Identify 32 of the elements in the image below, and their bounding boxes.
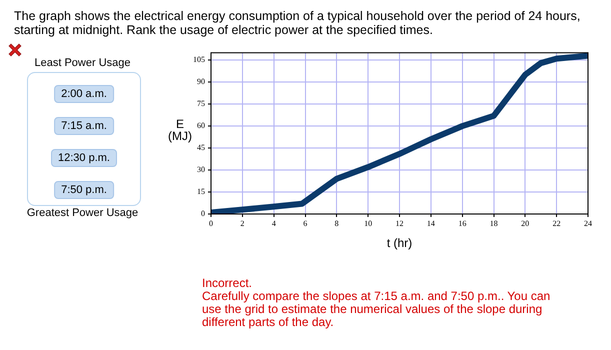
- y-tick-label: 15: [197, 187, 205, 196]
- y-tick-label: 30: [197, 165, 205, 174]
- y-tick-label: 45: [197, 143, 205, 152]
- text: Carefully compare the slopes at 7:15 a.m. and 7:50 p.m.. You can use the grid to estimate the numerical values of the slope during different parts of the day.: [202, 289, 552, 329]
- x-tick-label: 24: [584, 218, 592, 228]
- y-tick-label: 60: [197, 121, 205, 130]
- x-axis-title: t (hr): [386, 236, 412, 250]
- x-tick-label: 18: [490, 218, 498, 228]
- text: Greatest Power Usage: [26, 207, 140, 219]
- x-tick-label: 14: [426, 218, 435, 228]
- text: 7:15 a.m.: [54, 117, 114, 135]
- x-tick-label: 22: [552, 218, 561, 228]
- y-tick-label: 105: [193, 55, 205, 64]
- x-tick-label: 4: [272, 218, 276, 228]
- text: 7:50 p.m.: [54, 181, 114, 199]
- x-tick-label: 8: [334, 218, 339, 228]
- x-tick-label: 12: [396, 218, 404, 228]
- chart-title: The graph shows the electrical energy consumption of a typical household over the period of 24 hours, starting at midnight. Rank the usage of electric power at the specified times.: [14, 9, 582, 37]
- y-tick-label: 0: [201, 209, 205, 218]
- y-tick-label: 90: [197, 77, 205, 86]
- x-tick-label: 2: [240, 218, 244, 228]
- x-tick-label: 16: [458, 218, 466, 228]
- x-tick-label: 20: [521, 218, 530, 228]
- text: 12:30 p.m.: [51, 149, 117, 167]
- text: Incorrect.: [202, 276, 254, 290]
- x-tick-label: 10: [364, 218, 372, 228]
- text: Least Power Usage: [34, 57, 132, 69]
- x-tick-label: 6: [303, 218, 308, 228]
- y-axis-title: E (MJ): [168, 117, 192, 143]
- y-tick-label: 75: [197, 99, 205, 108]
- x-tick-label: 0: [209, 218, 213, 228]
- text: 2:00 a.m.: [54, 85, 114, 103]
